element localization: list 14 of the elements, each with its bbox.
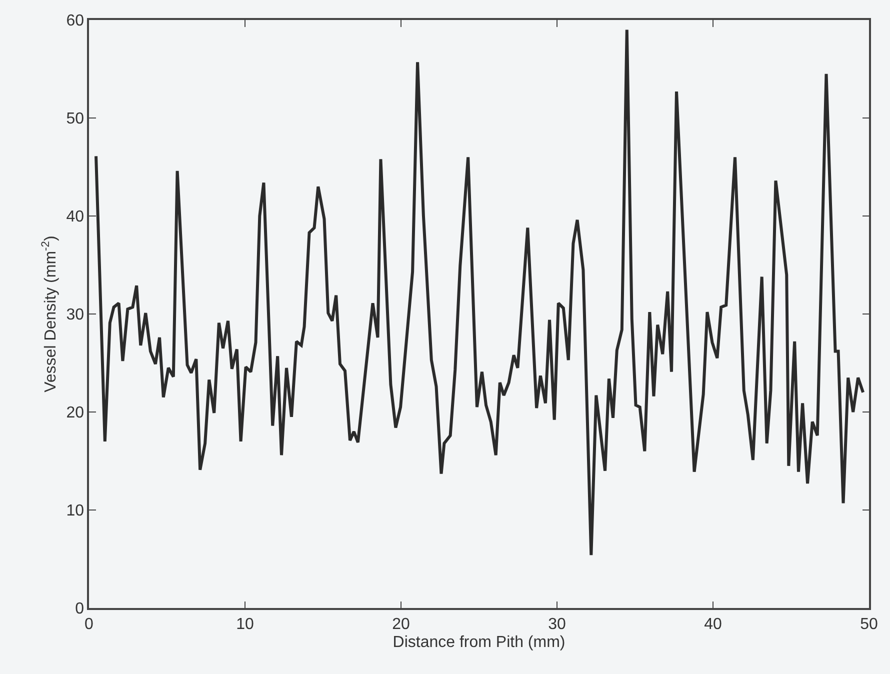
x-tick-label: 40 [704, 616, 722, 633]
y-tick-label: 60 [66, 12, 84, 30]
x-axis-title: Distance from Pith (mm) [392, 634, 566, 652]
y-tick-label: 0 [75, 600, 84, 618]
y-tick-label: 40 [66, 208, 84, 226]
x-tick-label: 20 [392, 616, 410, 633]
x-tick-label: 30 [548, 616, 566, 633]
x-tick-label: 50 [860, 616, 878, 633]
y-tick-label: 30 [66, 306, 84, 324]
y-tick-label: 50 [66, 110, 84, 128]
y-tick-label: 10 [66, 502, 84, 520]
x-tick-label: 10 [236, 616, 254, 633]
y-tick-label: 20 [66, 404, 84, 422]
line-series [94, 28, 865, 557]
